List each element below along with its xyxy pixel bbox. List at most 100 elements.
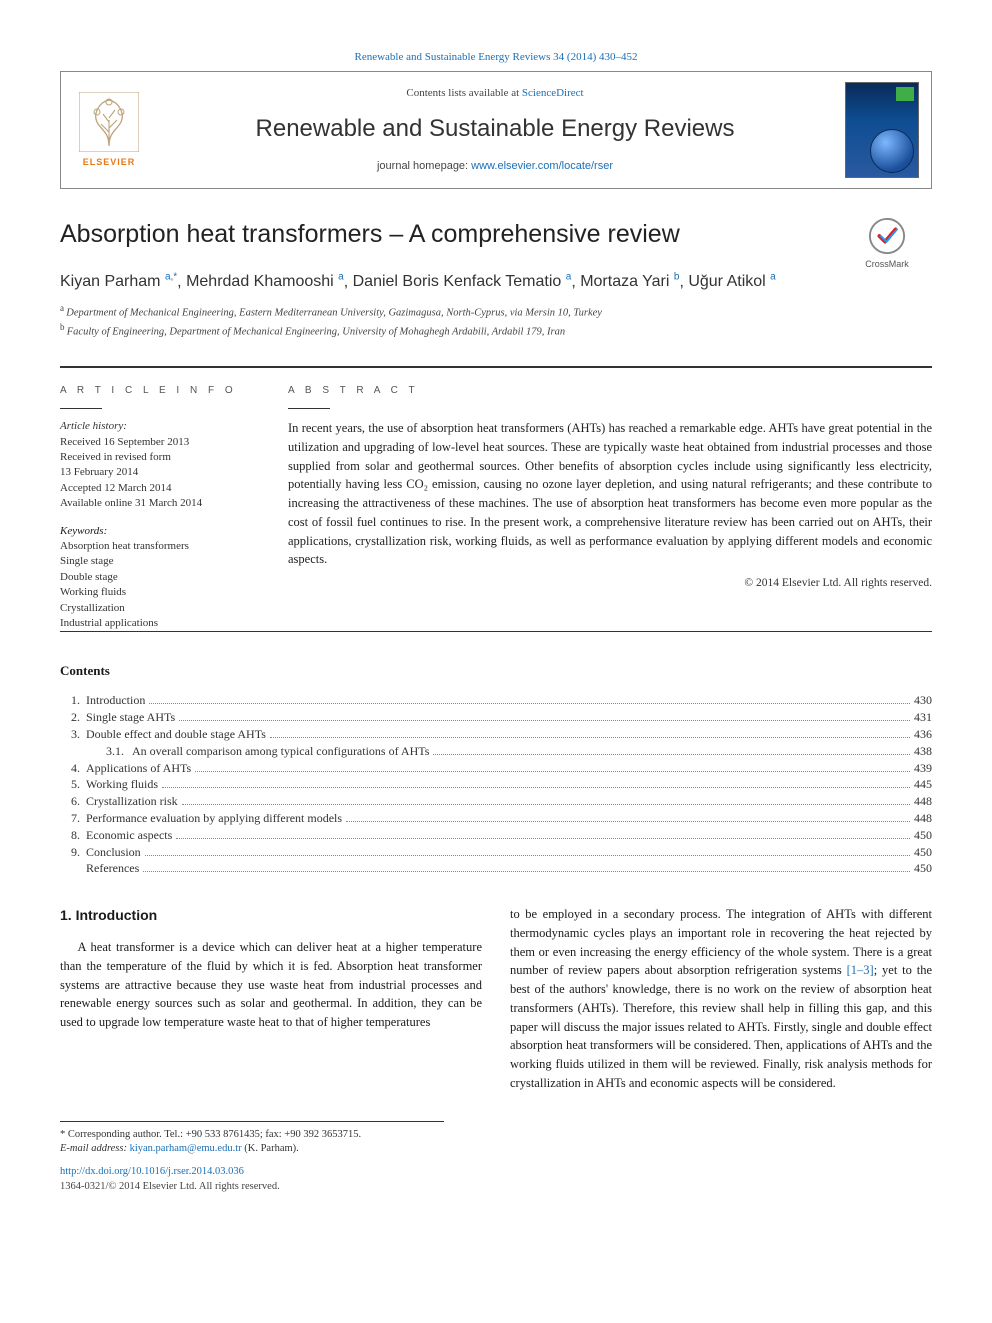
keyword-item: Absorption heat transformers	[60, 539, 260, 554]
toc-title: References	[86, 860, 139, 877]
toc-title: Introduction	[86, 692, 145, 709]
toc-subnum: 3.1.	[60, 743, 132, 760]
toc-page: 439	[914, 760, 932, 777]
author: Uğur Atikol a	[688, 273, 775, 290]
toc-row[interactable]: References450	[60, 860, 932, 877]
abstract-text: In recent years, the use of absorption h…	[288, 419, 932, 569]
crossmark-badge[interactable]: CrossMark	[842, 217, 932, 271]
toc-title: Working fluids	[86, 776, 158, 793]
email-link[interactable]: kiyan.parham@emu.edu.tr	[130, 1143, 242, 1154]
author-affil-link[interactable]: a	[338, 272, 344, 283]
toc-dots	[149, 703, 910, 704]
elsevier-tree-icon	[79, 92, 139, 152]
elsevier-logo: ELSEVIER	[73, 85, 145, 175]
toc-dots	[162, 787, 910, 788]
author-affil-link[interactable]: b	[674, 272, 680, 283]
toc-row[interactable]: 6.Crystallization risk448	[60, 793, 932, 810]
history-item: Accepted 12 March 2014	[60, 481, 260, 496]
toc-title: Crystallization risk	[86, 793, 178, 810]
toc-dots	[346, 821, 910, 822]
toc-row[interactable]: 9.Conclusion450	[60, 844, 932, 861]
toc-page: 450	[914, 844, 932, 861]
toc: 1.Introduction4302.Single stage AHTs4313…	[60, 692, 932, 877]
globe-icon	[870, 129, 914, 173]
toc-page: 450	[914, 827, 932, 844]
toc-row[interactable]: 4.Applications of AHTs439	[60, 760, 932, 777]
author-name: Uğur Atikol	[688, 273, 770, 290]
corresponding-author: * Corresponding author. Tel.: +90 533 87…	[60, 1128, 444, 1143]
history-item: Received in revised form	[60, 450, 260, 465]
toc-page: 431	[914, 709, 932, 726]
running-head: Renewable and Sustainable Energy Reviews…	[60, 50, 932, 65]
sciencedirect-link[interactable]: ScienceDirect	[522, 87, 584, 99]
toc-row[interactable]: 2.Single stage AHTs431	[60, 709, 932, 726]
author-name: Mortaza Yari	[580, 273, 674, 290]
toc-page: 445	[914, 776, 932, 793]
toc-dots	[179, 720, 910, 721]
issn-line: 1364-0321/© 2014 Elsevier Ltd. All right…	[60, 1180, 932, 1195]
intro-p1: A heat transformer is a device which can…	[60, 938, 482, 1032]
abstract-label: A B S T R A C T	[288, 384, 932, 398]
toc-row[interactable]: 7.Performance evaluation by applying dif…	[60, 810, 932, 827]
toc-num: 7.	[60, 810, 86, 827]
toc-row[interactable]: 1.Introduction430	[60, 692, 932, 709]
history-list: Received 16 September 2013Received in re…	[60, 435, 260, 512]
toc-title: Conclusion	[86, 844, 141, 861]
info-divider	[60, 408, 102, 409]
journal-cover-thumb	[845, 82, 919, 178]
toc-num: 2.	[60, 709, 86, 726]
toc-row[interactable]: 5.Working fluids445	[60, 776, 932, 793]
intro-heading: 1. Introduction	[60, 905, 482, 926]
journal-title: Renewable and Sustainable Energy Reviews	[145, 112, 845, 146]
info-abstract-row: A R T I C L E I N F O Article history: R…	[60, 367, 932, 631]
author-name: Mehrdad Khamooshi	[186, 273, 338, 290]
page-root: Renewable and Sustainable Energy Reviews…	[0, 0, 992, 1234]
journal-homepage-pretext: journal homepage:	[377, 160, 471, 172]
toc-num: 6.	[60, 793, 86, 810]
body-columns: 1. Introduction A heat transformer is a …	[60, 905, 932, 1093]
author-affil-link[interactable]: a	[770, 272, 776, 283]
doi-link[interactable]: http://dx.doi.org/10.1016/j.rser.2014.03…	[60, 1166, 244, 1177]
journal-homepage-link[interactable]: www.elsevier.com/locate/rser	[471, 160, 613, 172]
toc-title: Performance evaluation by applying diffe…	[86, 810, 342, 827]
rule-bottom	[60, 631, 932, 632]
history-item: Received 16 September 2013	[60, 435, 260, 450]
author-affil-link[interactable]: a	[566, 272, 572, 283]
doi-line: http://dx.doi.org/10.1016/j.rser.2014.03…	[60, 1165, 932, 1180]
toc-row[interactable]: 3.1.An overall comparison among typical …	[60, 743, 932, 760]
footnotes: * Corresponding author. Tel.: +90 533 87…	[60, 1121, 444, 1157]
sciencedirect-line: Contents lists available at ScienceDirec…	[145, 86, 845, 101]
toc-page: 448	[914, 810, 932, 827]
crossmark-icon	[868, 217, 906, 255]
article-info-label: A R T I C L E I N F O	[60, 384, 260, 398]
author: Daniel Boris Kenfack Tematio a	[353, 273, 572, 290]
email-label: E-mail address:	[60, 1143, 130, 1154]
author-name: Kiyan Parham	[60, 273, 165, 290]
title-row: Absorption heat transformers – A compreh…	[60, 217, 932, 271]
ref-link-1-3[interactable]: [1–3]	[847, 963, 874, 977]
article-info-col: A R T I C L E I N F O Article history: R…	[60, 368, 260, 631]
email-line: E-mail address: kiyan.parham@emu.edu.tr …	[60, 1142, 444, 1157]
author-affil-link[interactable]: a,*	[165, 272, 177, 283]
affiliation-text: Department of Mechanical Engineering, Ea…	[66, 307, 602, 318]
keywords-label: Keywords:	[60, 524, 260, 539]
toc-dots	[145, 855, 910, 856]
toc-row[interactable]: 8.Economic aspects450	[60, 827, 932, 844]
toc-dots	[195, 771, 910, 772]
keyword-item: Crystallization	[60, 601, 260, 616]
abstract-divider	[288, 408, 330, 409]
toc-row[interactable]: 3.Double effect and double stage AHTs436	[60, 726, 932, 743]
affiliations: a Department of Mechanical Engineering, …	[60, 302, 932, 341]
running-head-link[interactable]: Renewable and Sustainable Energy Reviews…	[355, 51, 638, 63]
toc-page: 436	[914, 726, 932, 743]
affiliation: b Faculty of Engineering, Department of …	[60, 321, 932, 340]
toc-dots	[176, 838, 910, 839]
toc-dots	[182, 804, 910, 805]
toc-title: An overall comparison among typical conf…	[132, 743, 429, 760]
toc-num: 3.	[60, 726, 86, 743]
toc-num: 4.	[60, 760, 86, 777]
toc-title: Economic aspects	[86, 827, 172, 844]
sciencedirect-pretext: Contents lists available at	[406, 87, 521, 99]
authors-line: Kiyan Parham a,*, Mehrdad Khamooshi a, D…	[60, 271, 932, 294]
toc-dots	[270, 737, 910, 738]
